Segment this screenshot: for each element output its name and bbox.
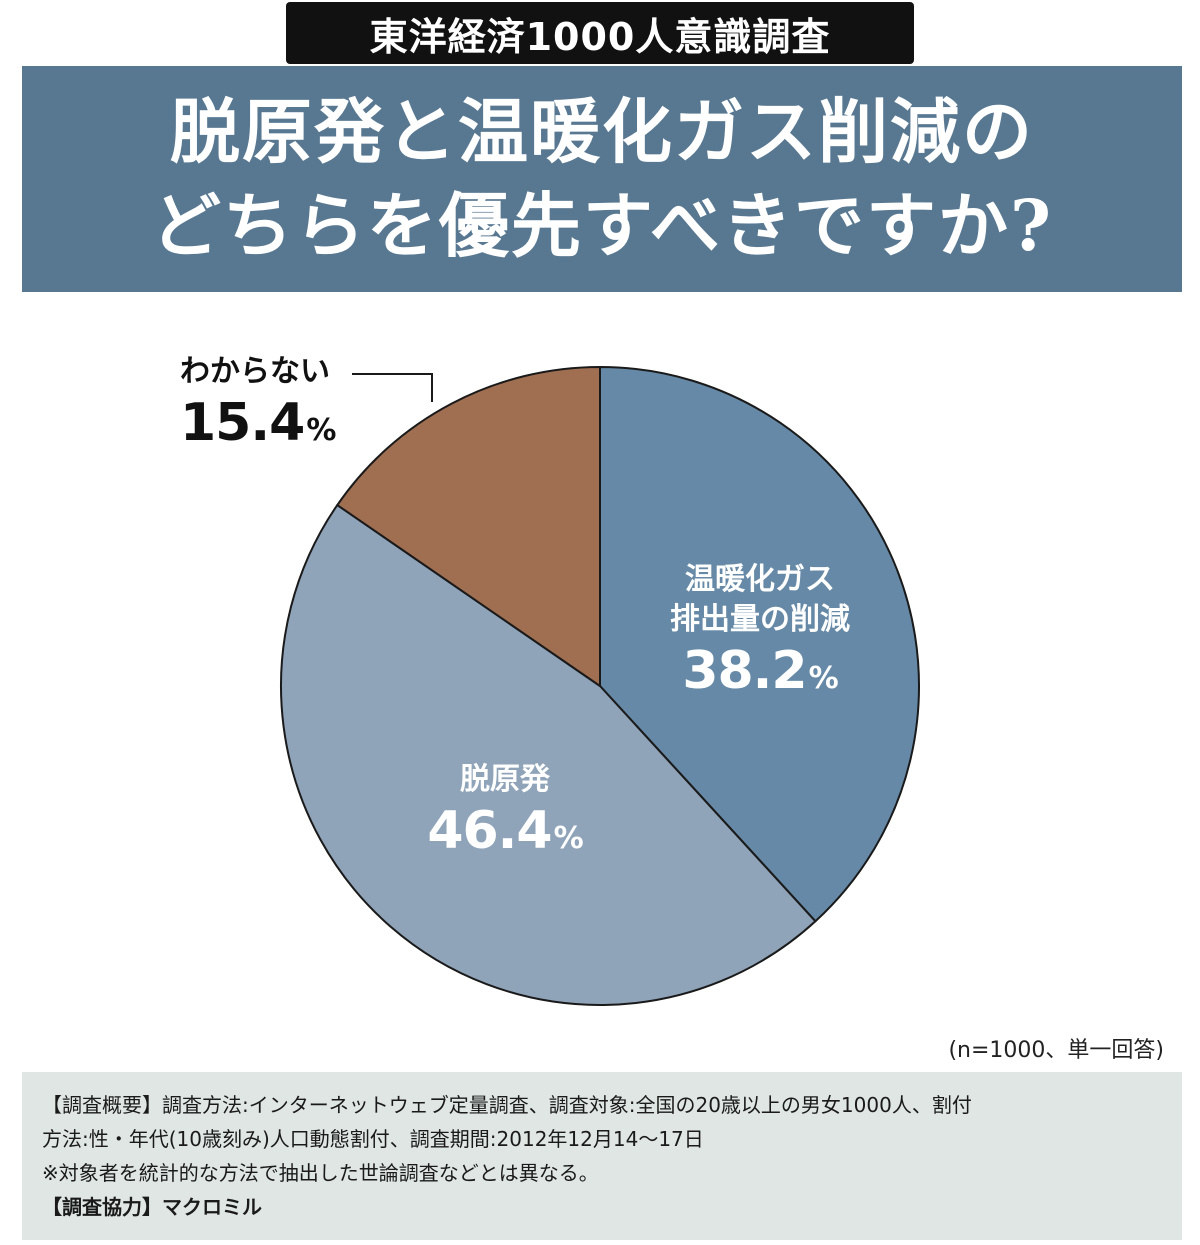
title-banner: 脱原発と温暖化ガス削減の どちらを優先すべきですか? xyxy=(22,66,1182,292)
pie-slice-nuclear-phaseout xyxy=(279,504,817,1007)
slice-name-unknown: わからない xyxy=(180,354,330,389)
slice-label-nuclear-phaseout: 脱原発 46.4% xyxy=(410,760,600,870)
survey-footnote: 【調査概要】調査方法:インターネットウェブ定量調査、調査対象:全国の20歳以上の… xyxy=(22,1072,1182,1240)
survey-badge: 東洋経済1000人意識調査 xyxy=(286,2,914,64)
pie-slice-warming-gas xyxy=(599,366,920,923)
footnote-line-4: 【調査協力】マクロミル xyxy=(42,1195,262,1219)
pie-chart xyxy=(279,366,920,1007)
pie-slices xyxy=(279,366,920,1007)
slice-name-warming-gas-1: 温暖化ガス xyxy=(685,562,835,597)
slice-label-warming-gas: 温暖化ガス 排出量の削減 38.2% xyxy=(640,560,880,710)
slice-value-nuclear-phaseout: 46.4% xyxy=(427,801,583,861)
footnote-line-3: ※対象者を統計的な方法で抽出した世論調査などとは異なる。 xyxy=(42,1161,599,1185)
slice-label-unknown: わからない 15.4% xyxy=(180,352,336,462)
footnote-line-2: 方法:性・年代(10歳刻み)人口動態割付、調査期間:2012年12月14〜17日 xyxy=(42,1127,704,1151)
slice-value-unknown: 15.4% xyxy=(180,393,336,453)
slice-name-nuclear-phaseout: 脱原発 xyxy=(460,762,550,797)
slice-name-warming-gas-2: 排出量の削減 xyxy=(670,602,850,637)
footnote-line-1: 【調査概要】調査方法:インターネットウェブ定量調査、調査対象:全国の20歳以上の… xyxy=(42,1093,972,1117)
pie-slice-unknown xyxy=(336,366,601,687)
title-line-1: 脱原発と温暖化ガス削減の xyxy=(170,90,1034,173)
leader-line-unknown xyxy=(352,373,433,402)
slice-value-warming-gas: 38.2% xyxy=(682,641,838,701)
title-line-2: どちらを優先すべきですか? xyxy=(150,184,1054,267)
sample-note: (n=1000、単一回答) xyxy=(948,1038,1164,1063)
